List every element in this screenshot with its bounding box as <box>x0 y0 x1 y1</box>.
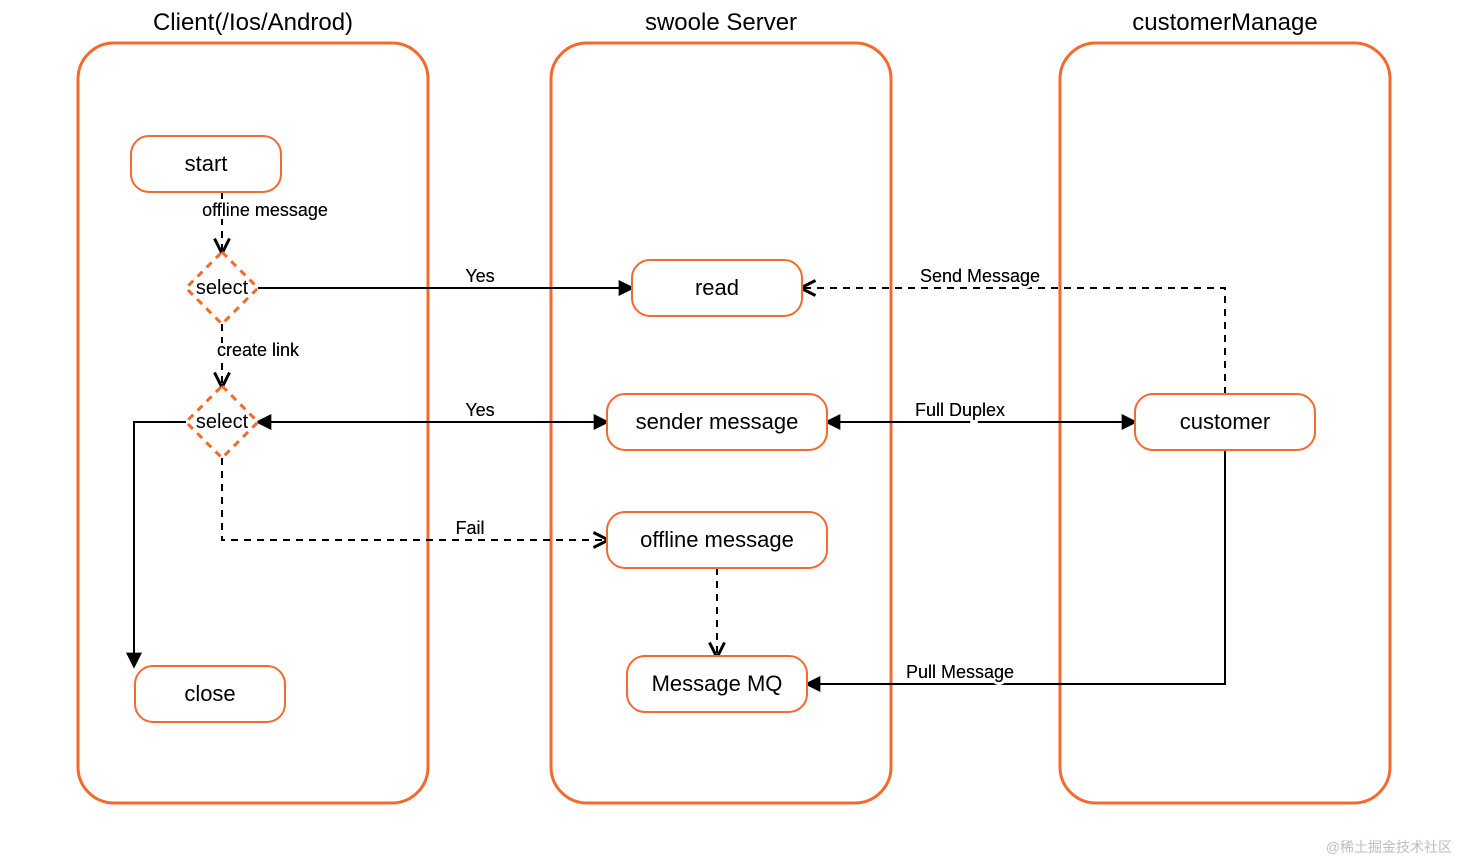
edge-customer-mq-label: Pull Message <box>906 662 1014 682</box>
node-start: start <box>131 136 281 192</box>
node-select1: select <box>186 252 258 324</box>
edge-select2-close-line <box>134 422 186 666</box>
node-select2-label: select <box>196 411 249 433</box>
edge-select1-select2: create linkcreate link <box>217 324 300 386</box>
edge-customer-read-label: Send Message <box>920 266 1040 286</box>
edge-sender-customer-label: Full Duplex <box>915 400 1005 420</box>
node-select2: select <box>186 386 258 458</box>
edge-sender-customer: Full DuplexFull Duplex <box>827 400 1135 422</box>
edge-select1-select2-label: create link <box>217 340 300 360</box>
node-sender-label: sender message <box>636 409 799 434</box>
node-select1-label: select <box>196 277 249 299</box>
edge-customer-mq: Pull MessagePull Message <box>807 450 1225 684</box>
edge-select2-offline: FailFail <box>222 458 607 540</box>
swimlane-manage-title: customerManage <box>1132 9 1317 36</box>
edge-select2-sender-label: Yes <box>465 400 494 420</box>
node-close: close <box>135 666 285 722</box>
edge-select2-sender: YesYes <box>258 400 607 422</box>
edge-customer-read: Send MessageSend Message <box>802 266 1225 394</box>
edge-select2-offline-line <box>222 458 607 540</box>
node-read-label: read <box>695 275 739 300</box>
watermark: @稀土掘金技术社区 <box>1326 839 1452 855</box>
node-mq-label: Message MQ <box>652 671 783 696</box>
node-close-label: close <box>184 681 235 706</box>
edge-customer-mq-line <box>807 450 1225 684</box>
edge-customer-read-line <box>802 288 1225 394</box>
swimlane-client-title: Client(/Ios/Androd) <box>153 9 353 36</box>
edge-select1-read: YesYes <box>258 266 632 288</box>
node-start-label: start <box>185 151 228 176</box>
node-mq: Message MQ <box>627 656 807 712</box>
edge-select2-close <box>134 422 186 666</box>
edge-select2-offline-label: Fail <box>455 518 484 538</box>
node-read: read <box>632 260 802 316</box>
edge-start-select1-label: offline message <box>202 200 328 220</box>
node-offline: offline message <box>607 512 827 568</box>
edge-select1-read-label: Yes <box>465 266 494 286</box>
node-customer: customer <box>1135 394 1315 450</box>
node-sender: sender message <box>607 394 827 450</box>
edge-start-select1: offline messageoffline message <box>202 192 328 252</box>
swimlane-server-title: swoole Server <box>645 9 797 36</box>
node-customer-label: customer <box>1180 409 1270 434</box>
node-offline-label: offline message <box>640 527 794 552</box>
